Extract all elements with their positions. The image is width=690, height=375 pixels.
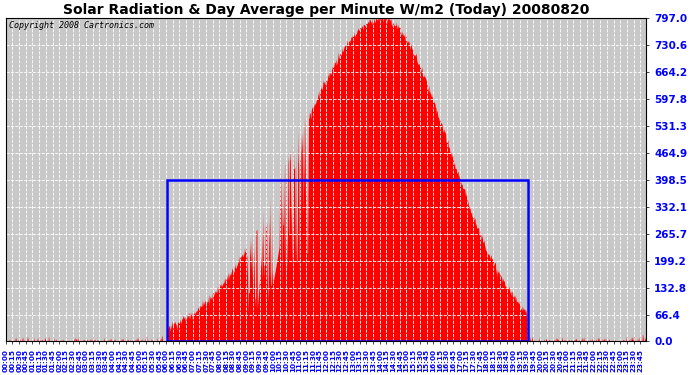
Bar xyxy=(167,180,528,342)
Text: Copyright 2008 Cartronics.com: Copyright 2008 Cartronics.com xyxy=(9,21,154,30)
Title: Solar Radiation & Day Average per Minute W/m2 (Today) 20080820: Solar Radiation & Day Average per Minute… xyxy=(63,3,589,17)
